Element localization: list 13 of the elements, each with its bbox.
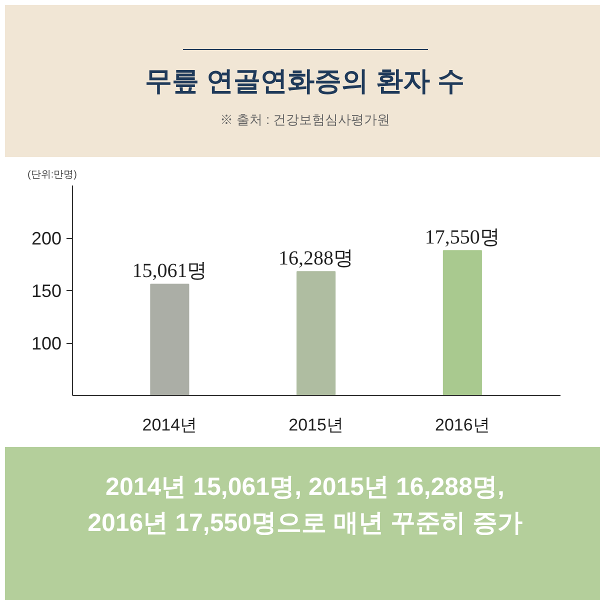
annotation: 17,550명 (424, 226, 500, 249)
chart-title: 무릎 연골연화증의 환자 수 (144, 65, 466, 98)
annotation: 15,061명 (132, 260, 208, 282)
x-tick-label: 2016년 (435, 416, 490, 434)
text: 2014년 15,061명, 2015년 16,288명, 2016년 17,550명으로 매년 꾸준히 증가 (86, 472, 524, 540)
y-axis-title: (단위:만명) (28, 170, 77, 180)
x-tick-label: 2015년 (288, 416, 344, 434)
y-tick-label: 150 (31, 281, 62, 301)
x-tick-label: 2014년 (142, 416, 198, 434)
chart-subtitle: ※ 출처 : 건강보험심사평가원 (218, 110, 392, 129)
y-tick-label: 100 (31, 334, 62, 354)
y-tick-label: 200 (31, 228, 62, 248)
annotation: 16,288명 (278, 248, 354, 270)
